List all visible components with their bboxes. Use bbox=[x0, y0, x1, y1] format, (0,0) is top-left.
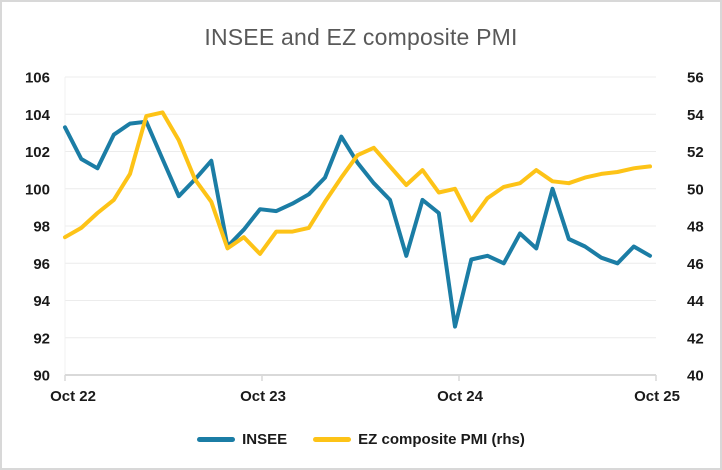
legend-item-insee: INSEE bbox=[197, 431, 287, 448]
x-axis-label: Oct 25 bbox=[634, 388, 680, 405]
chart-title: INSEE and EZ composite PMI bbox=[204, 24, 518, 50]
y-axis-label-left: 90 bbox=[33, 368, 50, 385]
x-axis-label: Oct 24 bbox=[437, 388, 484, 405]
y-axis-label-left: 106 bbox=[25, 70, 50, 87]
y-axis-label-left: 102 bbox=[25, 144, 50, 161]
y-axis-label-right: 46 bbox=[687, 256, 704, 273]
y-axis-label-left: 92 bbox=[33, 330, 50, 347]
y-axis-label-left: 94 bbox=[33, 293, 50, 310]
y-axis-label-right: 50 bbox=[687, 181, 704, 198]
legend: INSEE EZ composite PMI (rhs) bbox=[2, 431, 720, 448]
ez-pmi-line-swatch-icon bbox=[313, 437, 352, 442]
y-axis-label-right: 44 bbox=[687, 293, 704, 310]
insee-line-swatch-icon bbox=[197, 437, 236, 442]
series-line-insee bbox=[63, 119, 652, 329]
y-axis-label-left: 98 bbox=[33, 219, 50, 236]
x-axis-label: Oct 22 bbox=[50, 388, 96, 405]
y-axis-label-left: 96 bbox=[33, 256, 50, 273]
y-axis-label-left: 104 bbox=[25, 107, 51, 124]
y-axis-label-right: 56 bbox=[687, 70, 704, 87]
y-axis-label-right: 40 bbox=[687, 368, 704, 385]
legend-label-insee: INSEE bbox=[242, 431, 288, 448]
series-line-ez-pmi bbox=[63, 110, 652, 256]
y-axis-label-right: 52 bbox=[687, 144, 704, 161]
y-axis-label-right: 48 bbox=[687, 219, 704, 236]
x-axis-label: Oct 23 bbox=[240, 388, 286, 405]
legend-label-ez-pmi: EZ composite PMI (rhs) bbox=[358, 431, 525, 448]
y-axis-label-right: 42 bbox=[687, 330, 704, 347]
y-axis-label-right: 54 bbox=[687, 107, 704, 124]
legend-item-ez-pmi: EZ composite PMI (rhs) bbox=[313, 431, 525, 448]
y-axis-label-left: 100 bbox=[25, 181, 50, 198]
